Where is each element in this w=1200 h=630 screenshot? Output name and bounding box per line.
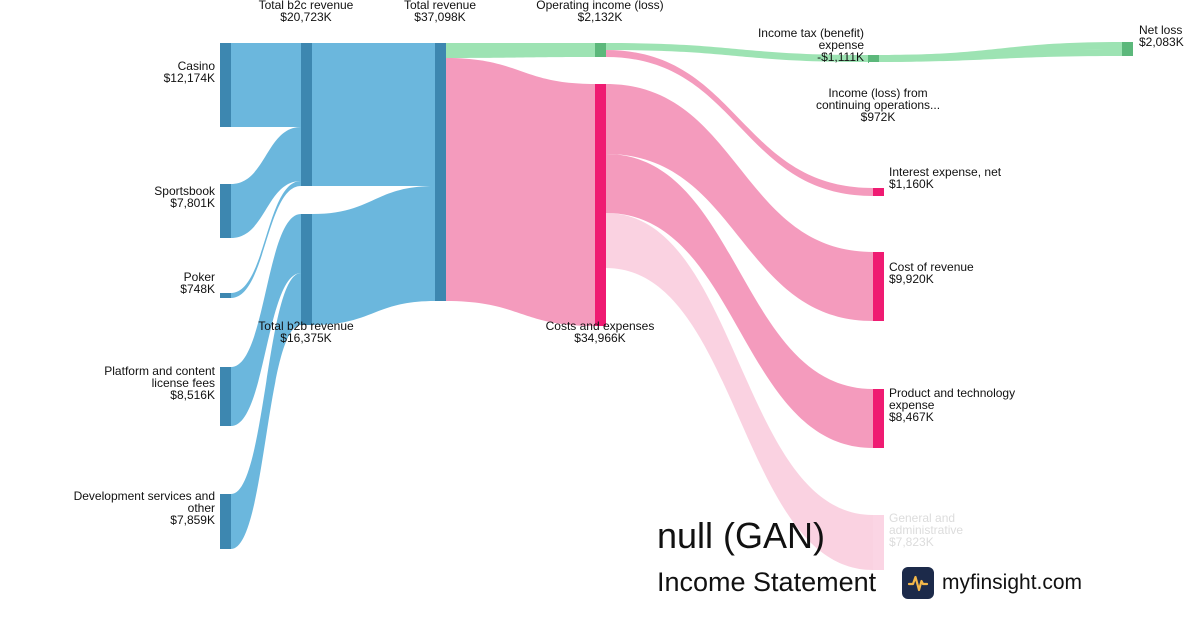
label-interest: Interest expense, net $1,160K (889, 165, 1002, 191)
label-b2b: Total b2b revenue $16,375K (258, 319, 354, 345)
link-costs-to-ga (606, 213, 873, 570)
label-name: continuing operations... (816, 98, 940, 112)
label-name: Cost of revenue (889, 260, 974, 274)
label-casino: Casino $12,174K (164, 59, 216, 85)
link-opinc-to-interest (606, 50, 873, 196)
node-b2c[interactable] (301, 43, 312, 186)
link-costs-to-cor (606, 84, 873, 321)
link-casino-to-b2c (231, 43, 301, 127)
node-contops[interactable] (868, 62, 869, 63)
label-netloss: Net loss $2,083K (1139, 23, 1184, 49)
label-name: Total revenue (404, 0, 476, 12)
label-contops: Income (loss) from continuing operations.… (816, 86, 940, 124)
label-value: $8,467K (889, 410, 934, 424)
label-name: Interest expense, net (889, 165, 1002, 179)
node-tax[interactable] (868, 55, 879, 62)
label-value: $8,516K (170, 388, 215, 402)
company-title: null (GAN) (657, 515, 826, 556)
link-sportsbook-to-b2c (231, 127, 301, 238)
label-name: Total b2c revenue (259, 0, 354, 12)
node-ga[interactable] (873, 515, 884, 570)
label-value: $20,723K (280, 10, 331, 24)
label-platform: Platform and content license fees $8,516K (104, 364, 215, 402)
label-name: Costs and expenses (546, 319, 655, 333)
label-value: $972K (861, 110, 896, 124)
link-poker-to-b2c (231, 181, 301, 298)
link-b2c-to-total (312, 43, 435, 186)
label-value: $7,801K (170, 196, 215, 210)
label-name: Total b2b revenue (258, 319, 354, 333)
label-value: $9,920K (889, 272, 934, 286)
label-product: Product and technology expense $8,467K (889, 386, 1015, 424)
label-name: Casino (178, 59, 216, 73)
label-name: Product and technology (889, 386, 1015, 400)
brand-name: myfinsight.com (942, 571, 1083, 594)
link-platform-to-b2b (231, 214, 301, 426)
label-name: Operating income (loss) (536, 0, 663, 12)
link-opinc-to-contops (606, 43, 868, 62)
node-product[interactable] (873, 389, 884, 448)
label-name: other (188, 501, 215, 515)
label-value: $7,823K (889, 535, 934, 549)
label-value: $2,083K (1139, 35, 1184, 49)
node-netloss[interactable] (1122, 42, 1133, 56)
node-devservices[interactable] (220, 494, 231, 549)
label-name: Platform and content (104, 364, 215, 378)
label-costs: Costs and expenses $34,966K (546, 319, 655, 345)
label-total: Total revenue $37,098K (404, 0, 476, 24)
label-value: $34,966K (574, 331, 625, 345)
label-name: General and (889, 511, 955, 525)
label-b2c: Total b2c revenue $20,723K (259, 0, 354, 24)
label-name: Income (loss) from (828, 86, 927, 100)
label-value: $2,132K (578, 10, 623, 24)
label-tax: Income tax (benefit) expense -$1,111K (758, 26, 864, 64)
label-value: $37,098K (414, 10, 465, 24)
label-cor: Cost of revenue $9,920K (889, 260, 974, 286)
label-name: administrative (889, 523, 963, 537)
node-costs[interactable] (595, 84, 606, 326)
node-total[interactable] (435, 43, 446, 301)
label-opinc: Operating income (loss) $2,132K (536, 0, 663, 24)
node-sportsbook[interactable] (220, 184, 231, 238)
pulse-logo-icon (902, 567, 934, 599)
label-name: Sportsbook (154, 184, 216, 198)
label-name: Poker (184, 270, 215, 284)
link-devservices-to-b2b (231, 273, 301, 549)
label-value: $12,174K (164, 71, 215, 85)
link-costs-to-product (606, 154, 873, 448)
node-cor[interactable] (873, 252, 884, 321)
link-total-to-costs (446, 58, 595, 326)
label-devservices: Development services and other $7,859K (74, 489, 215, 527)
sankey-links (231, 42, 1122, 570)
node-platform[interactable] (220, 367, 231, 426)
node-casino[interactable] (220, 43, 231, 127)
label-name: Net loss (1139, 23, 1182, 37)
link-tax-to-netloss (879, 42, 1122, 62)
label-value: $748K (180, 282, 215, 296)
label-sportsbook: Sportsbook $7,801K (154, 184, 216, 210)
label-name: Development services and (74, 489, 215, 503)
label-poker: Poker $748K (180, 270, 215, 296)
sankey-labels: Casino $12,174K Sportsbook $7,801K Poker $748… (74, 0, 1184, 549)
node-b2b[interactable] (301, 214, 312, 325)
node-opinc[interactable] (595, 43, 606, 57)
label-name: expense (819, 38, 865, 52)
label-ga: General and administrative $7,823K (889, 511, 963, 549)
brand[interactable]: myfinsight.com (902, 567, 1082, 599)
node-poker[interactable] (220, 293, 231, 298)
link-b2b-to-total (312, 186, 435, 325)
link-total-to-opinc (446, 43, 595, 58)
label-name: expense (889, 398, 935, 412)
label-value: $16,375K (280, 331, 331, 345)
statement-subtitle: Income Statement (657, 567, 877, 597)
label-value: -$1,111K (817, 50, 864, 64)
label-name: Income tax (benefit) (758, 26, 864, 40)
sankey-nodes (220, 42, 1133, 570)
label-value: $7,859K (170, 513, 215, 527)
label-value: $1,160K (889, 177, 934, 191)
node-interest[interactable] (873, 188, 884, 196)
label-name: license fees (152, 376, 215, 390)
